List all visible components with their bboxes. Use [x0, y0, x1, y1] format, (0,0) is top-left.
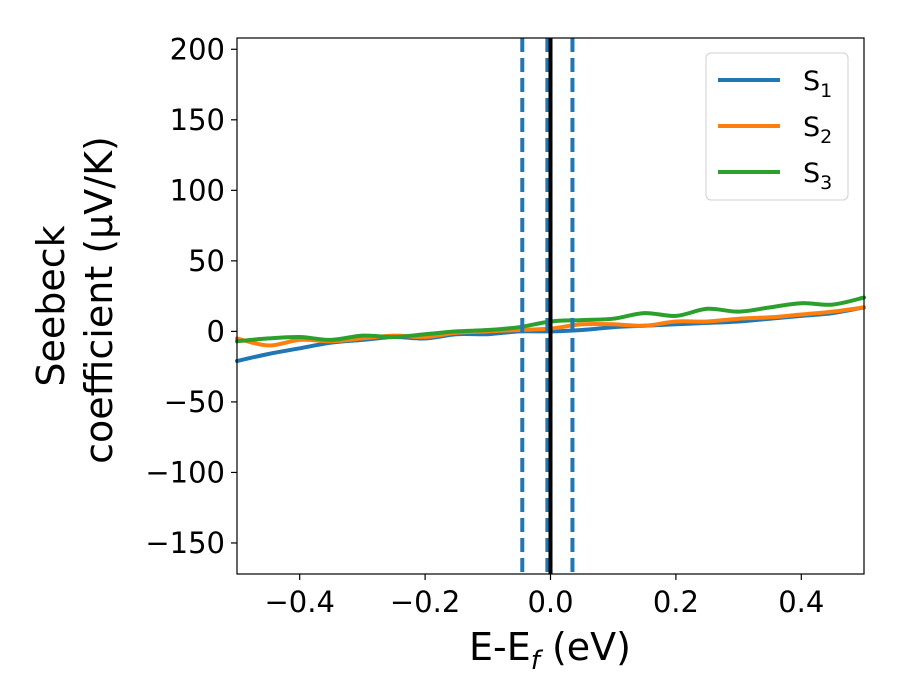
x-tick-label: −0.2	[390, 585, 460, 619]
x-tick-label: 0.0	[527, 585, 573, 619]
y-tick-label: −50	[164, 385, 225, 419]
y-tick-label: 0	[207, 314, 225, 348]
legend: S1 S2 S3	[705, 52, 849, 201]
legend-label: S2	[803, 112, 832, 148]
x-tick-label: −0.4	[264, 585, 334, 619]
x-tick-label: 0.2	[653, 585, 699, 619]
x-axis-label: E-Ef (eV)	[469, 625, 631, 676]
y-tick-label: −100	[145, 455, 225, 489]
legend-label: S3	[803, 158, 832, 194]
legend-label: S1	[803, 66, 832, 102]
y-axis-label-line1: Seebeck	[29, 225, 73, 386]
y-tick-label: 100	[170, 173, 225, 207]
y-tick-label: −150	[145, 526, 225, 560]
x-tick-label: 0.4	[778, 585, 824, 619]
y-tick-label: 50	[188, 244, 225, 278]
y-tick-label: 150	[170, 103, 225, 137]
y-tick-label: 200	[170, 32, 225, 66]
y-axis-label-line2: coefficient (μV/K)	[77, 136, 121, 464]
